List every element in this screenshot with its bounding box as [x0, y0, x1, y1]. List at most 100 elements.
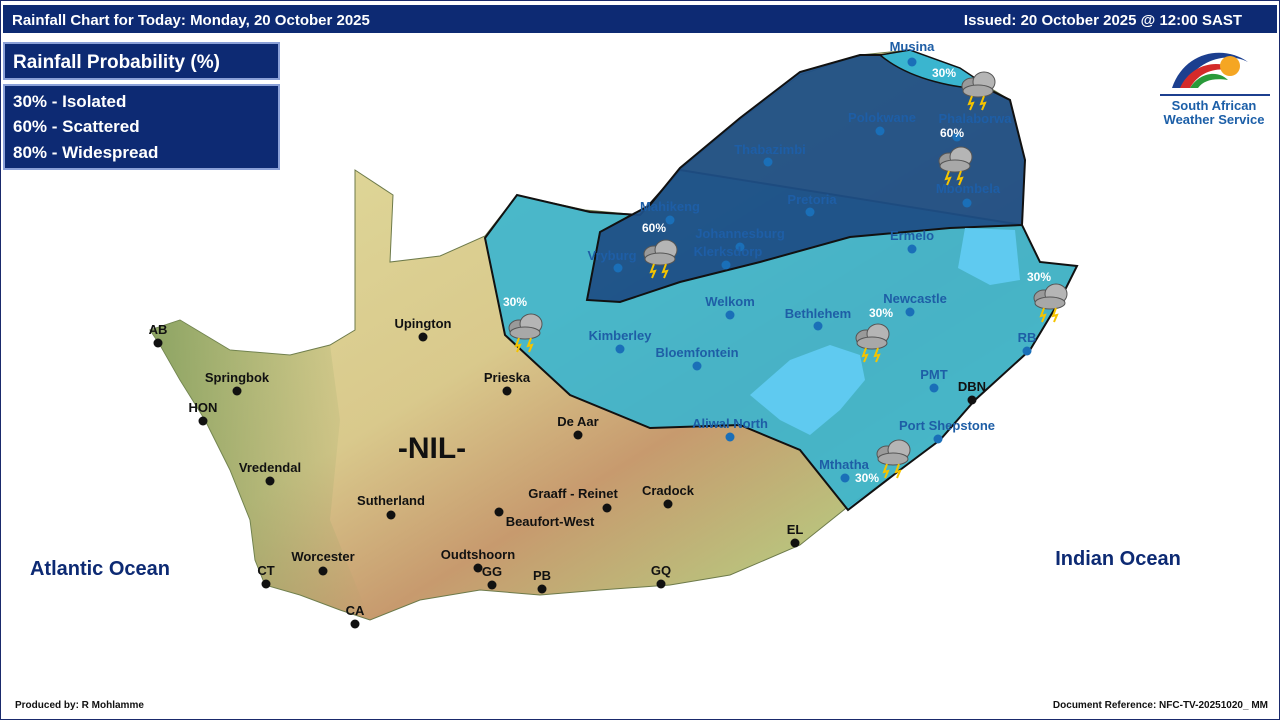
cloud: [1034, 296, 1066, 310]
city-dot: [952, 132, 962, 142]
city-label: Welkom: [705, 294, 755, 309]
storm-icon: [961, 71, 996, 111]
cities: Musina Polokwane Phalaborwa Thabazimbi Mbomb…: [149, 39, 1037, 629]
city-dot: [725, 310, 735, 320]
lightning: [514, 337, 522, 353]
legend-item: 60% - Scattered: [13, 117, 140, 136]
ocean-label: Atlantic Ocean: [30, 558, 170, 580]
legend-box: [3, 84, 280, 170]
logo-text: Weather Service: [1164, 112, 1265, 127]
city-dot: [473, 563, 483, 573]
lightning: [526, 337, 534, 353]
city-dot: [805, 207, 815, 217]
lightning: [873, 347, 881, 363]
city-dot: [494, 507, 504, 517]
city-label: PB: [533, 568, 551, 583]
city-dot: [198, 416, 208, 426]
city-label: CT: [257, 563, 274, 578]
city-dot: [487, 580, 497, 590]
city-label: DBN: [958, 379, 986, 394]
city-dot: [725, 432, 735, 442]
lightning: [979, 95, 987, 111]
header-bar: [1, 3, 1279, 35]
probability-label: 60%: [642, 221, 666, 235]
lightning: [944, 170, 952, 186]
probability-label: 30%: [503, 295, 527, 309]
city-dot: [665, 215, 675, 225]
city-dot: [790, 538, 800, 548]
legend-item: 30% - Isolated: [13, 92, 126, 111]
city-label: EL: [787, 522, 804, 537]
city-dot: [613, 263, 623, 273]
lightning: [1039, 307, 1047, 323]
ocean-label: Indian Ocean: [1055, 548, 1181, 570]
cloud: [939, 159, 971, 173]
legend-title: Rainfall Probability (%): [13, 52, 220, 73]
city-dot: [153, 338, 163, 348]
city-label: Pretoria: [787, 192, 837, 207]
city-label: Musina: [890, 39, 936, 54]
city-dot: [502, 386, 512, 396]
city-dot: [907, 57, 917, 67]
lightning: [861, 347, 869, 363]
city-label: RB: [1018, 330, 1037, 345]
eswatini: [958, 228, 1020, 285]
lightning: [1051, 307, 1059, 323]
city-label: Kimberley: [589, 328, 653, 343]
city-dot: [813, 321, 823, 331]
city-label: Johannesburg: [695, 226, 785, 241]
city-dot: [615, 344, 625, 354]
probability-label: 60%: [940, 126, 964, 140]
city-dot: [905, 307, 915, 317]
cloud: [877, 452, 909, 466]
city-dot: [318, 566, 328, 576]
city-label: Vryburg: [587, 248, 636, 263]
city-label: Cradock: [642, 483, 695, 498]
lightning: [882, 463, 890, 479]
city-label: Newcastle: [883, 291, 947, 306]
city-dot: [967, 395, 977, 405]
city-label: Upington: [394, 316, 451, 331]
city-label: Mbombela: [936, 181, 1001, 196]
city-dot: [1022, 346, 1032, 356]
city-label: De Aar: [557, 414, 598, 429]
city-label: Klerksdorp: [694, 244, 763, 259]
logo: South African Weather Service: [1160, 52, 1270, 127]
city-dot: [602, 503, 612, 513]
city-dot: [840, 473, 850, 483]
city-dot: [663, 499, 673, 509]
storm-icon: [1033, 283, 1068, 323]
city-dot: [929, 383, 939, 393]
probability-label: 30%: [869, 306, 893, 320]
footer-producer: Produced by: R Mohlamme: [15, 700, 144, 711]
cloud: [644, 252, 676, 266]
city-label: CA: [346, 603, 365, 618]
city-dot: [265, 476, 275, 486]
lightning: [661, 263, 669, 279]
city-label: Vredendal: [239, 460, 301, 475]
cloud: [856, 336, 888, 350]
cloud: [509, 326, 541, 340]
city-dot: [350, 619, 360, 629]
city-label: Graaff - Reinet: [528, 486, 618, 501]
city-dot: [907, 244, 917, 254]
nil-label: -NIL-: [398, 432, 466, 465]
storm-icon: [508, 313, 543, 353]
city-dot: [386, 510, 396, 520]
city-dot: [721, 260, 731, 270]
logo-text: South African: [1172, 98, 1257, 113]
city-dot: [573, 430, 583, 440]
probability-label: 30%: [1027, 270, 1051, 284]
city-label: GG: [482, 564, 502, 579]
cloud: [962, 84, 994, 98]
city-label: Oudtshoorn: [441, 547, 515, 562]
city-dot: [232, 386, 242, 396]
probability-label: 30%: [932, 66, 956, 80]
lesotho: [750, 345, 865, 435]
city-dot: [875, 126, 885, 136]
storm-icon: [938, 146, 973, 186]
city-dot: [261, 579, 271, 589]
probability-label: 30%: [855, 471, 879, 485]
header-issued: Issued: 20 October 2025 @ 12:00 SAST: [964, 12, 1242, 29]
